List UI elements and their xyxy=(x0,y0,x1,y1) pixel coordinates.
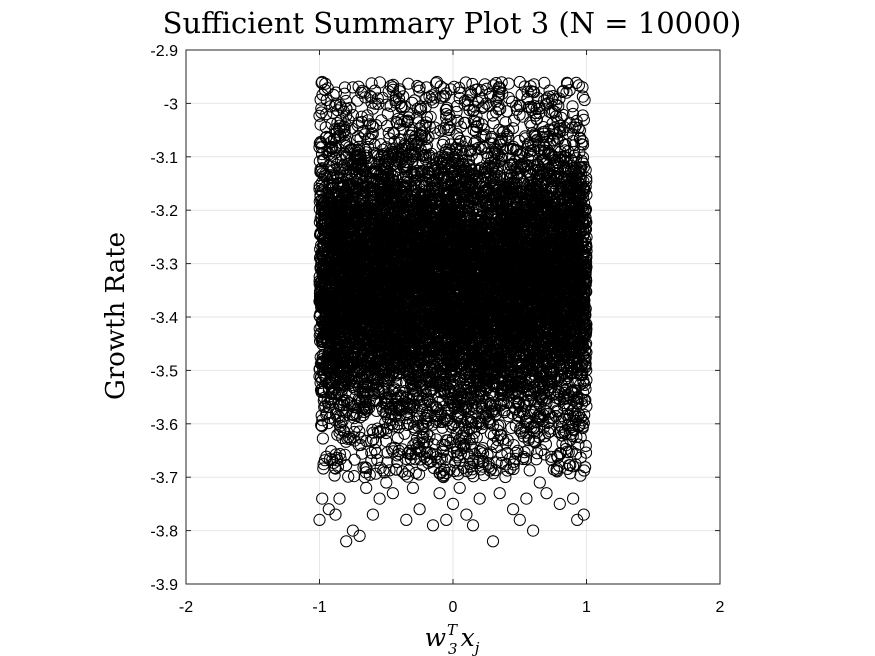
data-point xyxy=(540,92,554,105)
data-point xyxy=(324,100,337,113)
data-point xyxy=(363,468,376,481)
data-point xyxy=(514,99,527,113)
data-point xyxy=(500,105,513,118)
data-point xyxy=(377,464,390,477)
data-point xyxy=(417,397,430,411)
data-point xyxy=(477,100,490,113)
data-point xyxy=(510,99,523,113)
data-point xyxy=(557,84,570,98)
data-point xyxy=(339,118,352,131)
data-point xyxy=(360,434,373,448)
data-point xyxy=(476,442,489,455)
data-point xyxy=(470,120,483,133)
data-points xyxy=(313,75,593,548)
data-point xyxy=(535,444,548,457)
data-point xyxy=(363,118,377,131)
data-point xyxy=(555,420,568,433)
data-point xyxy=(521,92,534,106)
data-point xyxy=(376,91,389,105)
data-point xyxy=(505,421,518,434)
data-point xyxy=(518,446,531,459)
data-point xyxy=(365,77,378,90)
data-point xyxy=(402,77,415,90)
data-point xyxy=(393,119,407,132)
data-point xyxy=(355,110,368,123)
data-point xyxy=(493,89,506,102)
